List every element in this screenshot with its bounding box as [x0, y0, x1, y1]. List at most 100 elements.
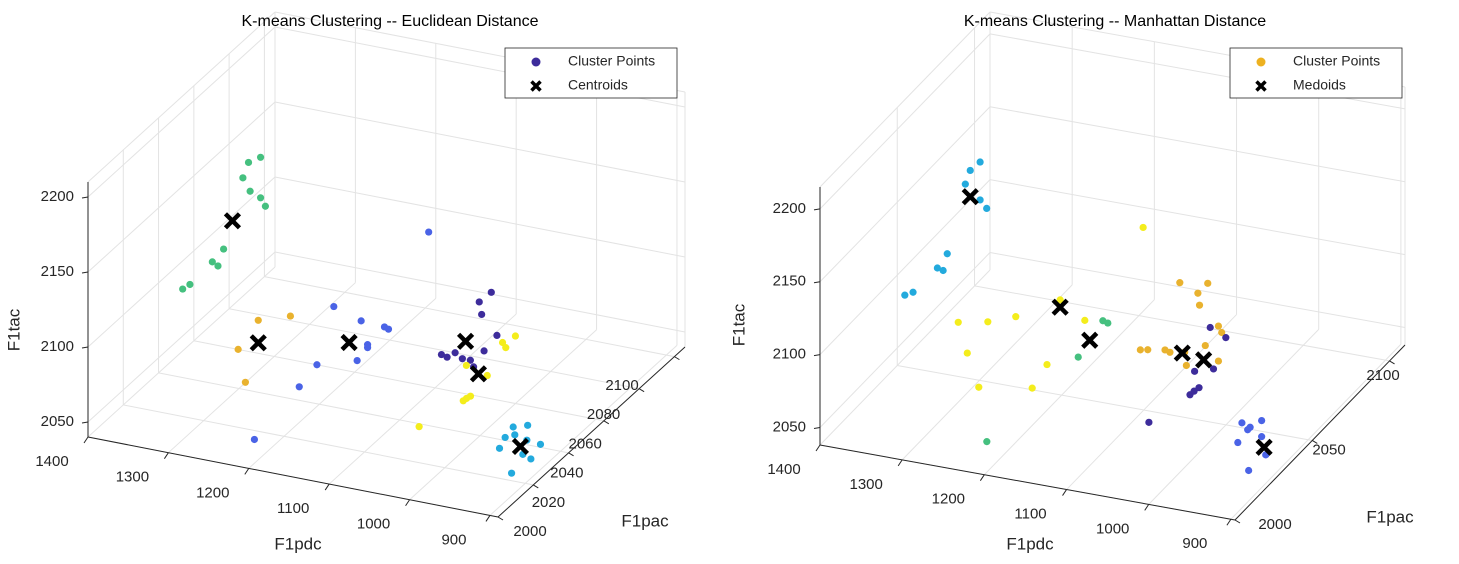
- data-point: [478, 310, 486, 319]
- data-point: [256, 153, 265, 161]
- grid-line: [87, 251, 276, 423]
- data-point: [1139, 223, 1147, 232]
- z-tick-label: 2050: [773, 418, 806, 435]
- data-point: [357, 317, 365, 325]
- chart-title: K-means Clustering -- Manhattan Distance: [964, 13, 1266, 30]
- x-tick-label: 900: [1182, 535, 1207, 552]
- grid-line: [897, 364, 1313, 441]
- data-point: [466, 356, 474, 364]
- grid-line: [989, 179, 1406, 256]
- data-point: [451, 349, 459, 357]
- x-tick: [83, 436, 89, 444]
- centroid-marker: [961, 188, 979, 206]
- x-tick: [815, 444, 821, 452]
- grid-line: [974, 285, 1390, 362]
- data-point: [524, 421, 532, 429]
- data-point: [1043, 360, 1051, 369]
- centroid-marker: [223, 212, 242, 230]
- x-tick-label: 1400: [35, 453, 68, 470]
- data-point: [483, 371, 491, 380]
- z-tick-label: 2200: [773, 200, 806, 217]
- data-point: [186, 280, 194, 289]
- data-point: [939, 266, 947, 275]
- z-tick: [81, 271, 89, 274]
- y-tick-label: 2000: [1258, 516, 1291, 533]
- data-point: [1145, 418, 1153, 426]
- x-axis: [819, 444, 1236, 521]
- data-point: [1136, 346, 1144, 354]
- grid-line: [328, 313, 517, 485]
- data-point: [1195, 301, 1204, 309]
- y-tick-label: 2040: [550, 465, 583, 482]
- grid-line: [229, 308, 640, 390]
- z-tick: [813, 208, 821, 211]
- data-point: [1081, 316, 1089, 324]
- data-point: [1238, 419, 1246, 427]
- x-tick: [163, 452, 169, 459]
- y-tick-label: 2060: [569, 435, 602, 452]
- y-tick-label: 2080: [587, 406, 620, 423]
- data-point: [536, 440, 545, 448]
- legend-marker: [1256, 57, 1266, 67]
- data-point: [495, 444, 504, 452]
- data-point: [1214, 322, 1223, 330]
- grid-line: [158, 372, 569, 454]
- x-tick-label: 1400: [767, 461, 800, 478]
- box-edge: [87, 11, 276, 183]
- data-point: [983, 438, 991, 446]
- centroid-marker: [456, 332, 475, 350]
- y-tick-label: 2100: [1366, 367, 1399, 384]
- grid-line: [819, 269, 991, 446]
- y-tick: [1389, 360, 1395, 365]
- y-tick: [674, 356, 680, 361]
- data-point: [458, 355, 466, 363]
- y-tick-label: 2020: [532, 494, 565, 511]
- data-point: [1206, 323, 1214, 332]
- data-point: [509, 423, 517, 431]
- data-point: [384, 325, 393, 333]
- grid-line: [87, 266, 276, 438]
- data-point: [1144, 346, 1152, 354]
- grid-line: [489, 345, 678, 516]
- centroid-marker: [511, 437, 530, 456]
- data-point: [966, 166, 974, 175]
- x-tick: [1226, 518, 1232, 526]
- data-point: [244, 158, 253, 167]
- z-tick: [813, 281, 821, 284]
- x-tick-label: 1000: [1096, 520, 1129, 537]
- data-point: [976, 158, 984, 166]
- grid-line: [87, 176, 276, 348]
- data-point: [462, 394, 471, 403]
- centroid-marker: [249, 334, 267, 352]
- data-point: [498, 338, 507, 347]
- y-tick: [638, 388, 645, 393]
- data-point: [1244, 426, 1252, 434]
- centroid-marker: [1255, 438, 1273, 456]
- data-point: [502, 344, 510, 352]
- y-tick: [603, 420, 610, 425]
- grid-line: [1230, 343, 1402, 520]
- grid-line: [274, 101, 686, 183]
- data-point: [933, 264, 941, 272]
- x-tick-label: 1000: [357, 516, 390, 533]
- legend-marker: [530, 80, 542, 92]
- x-tick: [244, 468, 250, 475]
- z-tick: [81, 346, 89, 349]
- x-tick-label: 1300: [849, 476, 882, 493]
- data-point: [425, 228, 433, 236]
- grid-line: [274, 176, 686, 258]
- data-point: [1194, 289, 1202, 297]
- x-tick: [485, 515, 491, 522]
- data-point: [208, 258, 216, 266]
- data-point: [462, 361, 470, 370]
- data-point: [254, 316, 262, 324]
- data-point: [943, 250, 951, 258]
- box-edge: [819, 11, 991, 188]
- legend-marker: [531, 57, 541, 67]
- y-axis-label: F1pac: [621, 511, 669, 530]
- y-tick: [497, 516, 504, 521]
- data-point: [234, 345, 242, 353]
- grid-line: [901, 284, 1073, 461]
- data-point: [437, 350, 446, 359]
